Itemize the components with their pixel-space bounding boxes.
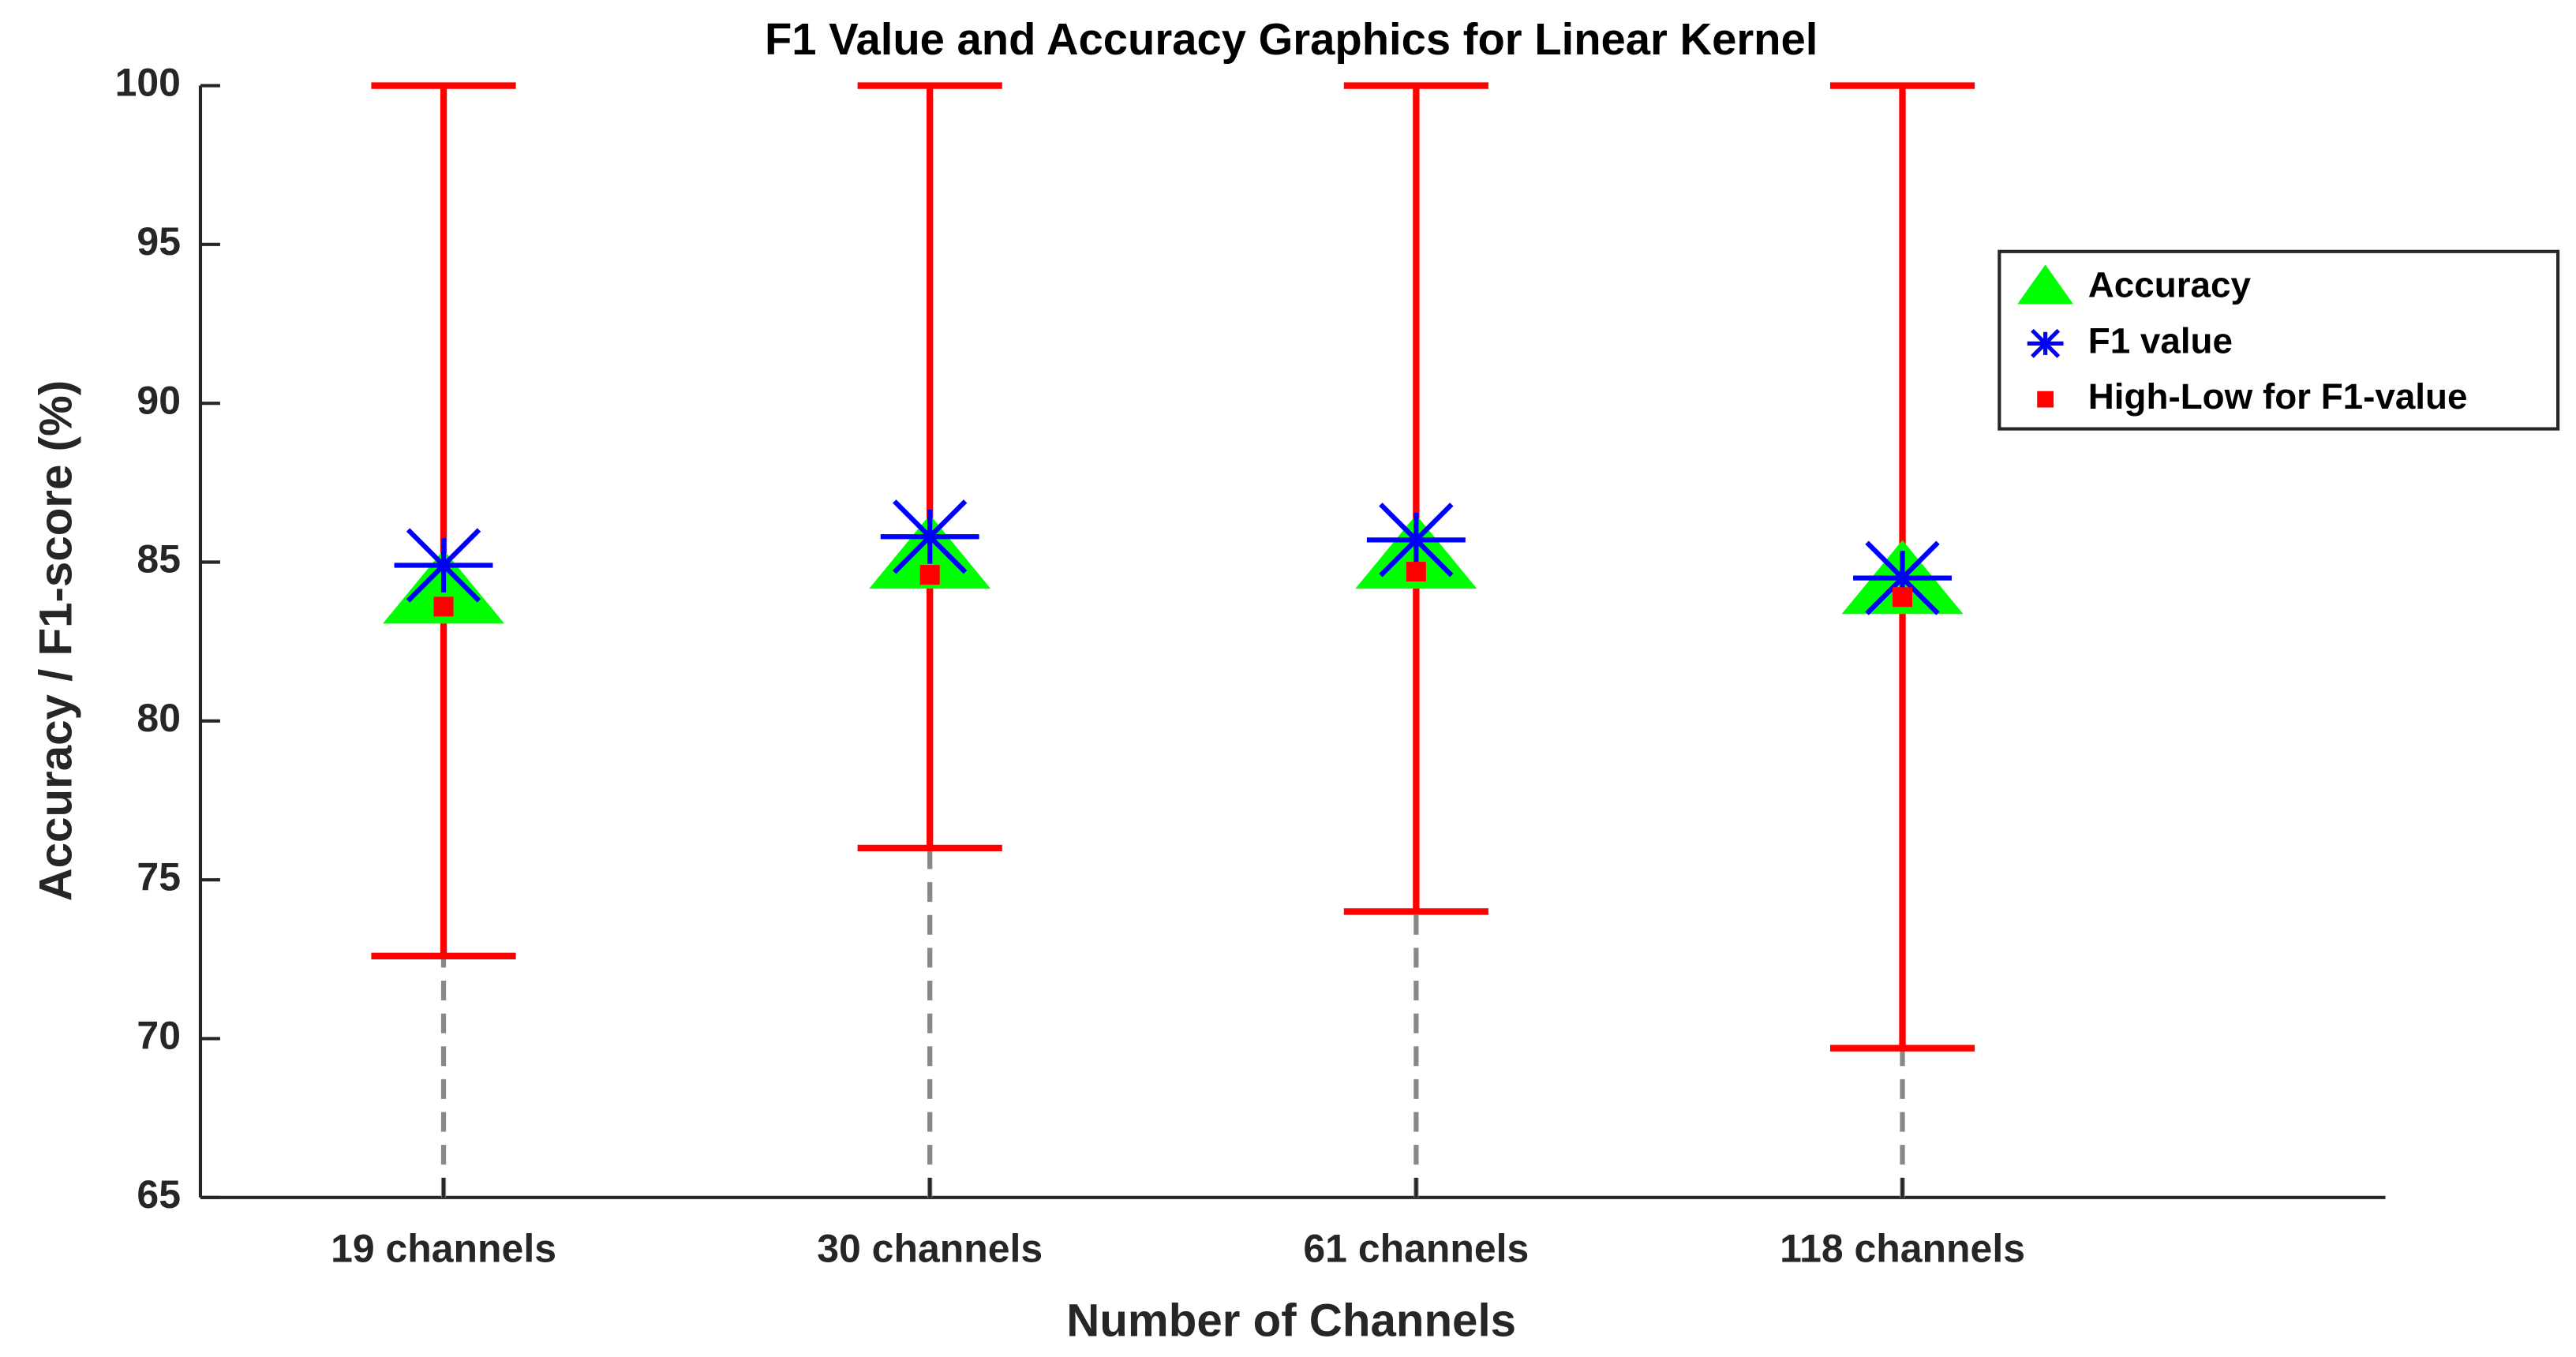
chart-title: F1 Value and Accuracy Graphics for Linea… [765, 14, 1818, 64]
legend-marker [2027, 328, 2064, 358]
x-tick-label: 19 channels [331, 1227, 556, 1271]
legend-label: F1 value [2088, 320, 2233, 361]
y-tick-label: 90 [137, 378, 181, 422]
y-tick-label: 85 [137, 537, 181, 581]
y-axis-label: Accuracy / F1-score (%) [30, 380, 81, 902]
legend-marker [2037, 391, 2054, 408]
marker-asterisk [394, 528, 493, 603]
y-tick-label: 70 [137, 1014, 181, 1058]
marker-square [1893, 587, 1913, 607]
y-tick-label: 100 [115, 61, 181, 105]
legend: Accuracy F1 value High-Low for F1-value [1998, 249, 2560, 431]
marker-asterisk [1853, 540, 1952, 615]
x-tick-label: 118 channels [1780, 1227, 2025, 1271]
y-tick-label: 75 [137, 854, 181, 899]
marker-asterisk [880, 499, 979, 574]
marker-square [919, 565, 940, 585]
y-tick-label: 80 [137, 696, 181, 740]
legend-triangle [2017, 264, 2074, 305]
legend-marker [2017, 264, 2074, 305]
legend-box [1998, 249, 2560, 431]
legend-square [2037, 391, 2054, 408]
legend-label: High-Low for F1-value [2088, 376, 2468, 417]
y-tick-label: 65 [137, 1172, 181, 1217]
marker-square [1406, 562, 1426, 582]
plot-area [371, 82, 1975, 1198]
marker-asterisk [1366, 503, 1466, 578]
x-axis-label: Number of Channels [1066, 1295, 1516, 1346]
x-tick-label: 61 channels [1303, 1227, 1529, 1271]
y-tick-label: 95 [137, 219, 181, 264]
marker-square [433, 596, 454, 617]
x-tick-label: 30 channels [817, 1227, 1043, 1271]
legend-label: Accuracy [2088, 265, 2252, 305]
